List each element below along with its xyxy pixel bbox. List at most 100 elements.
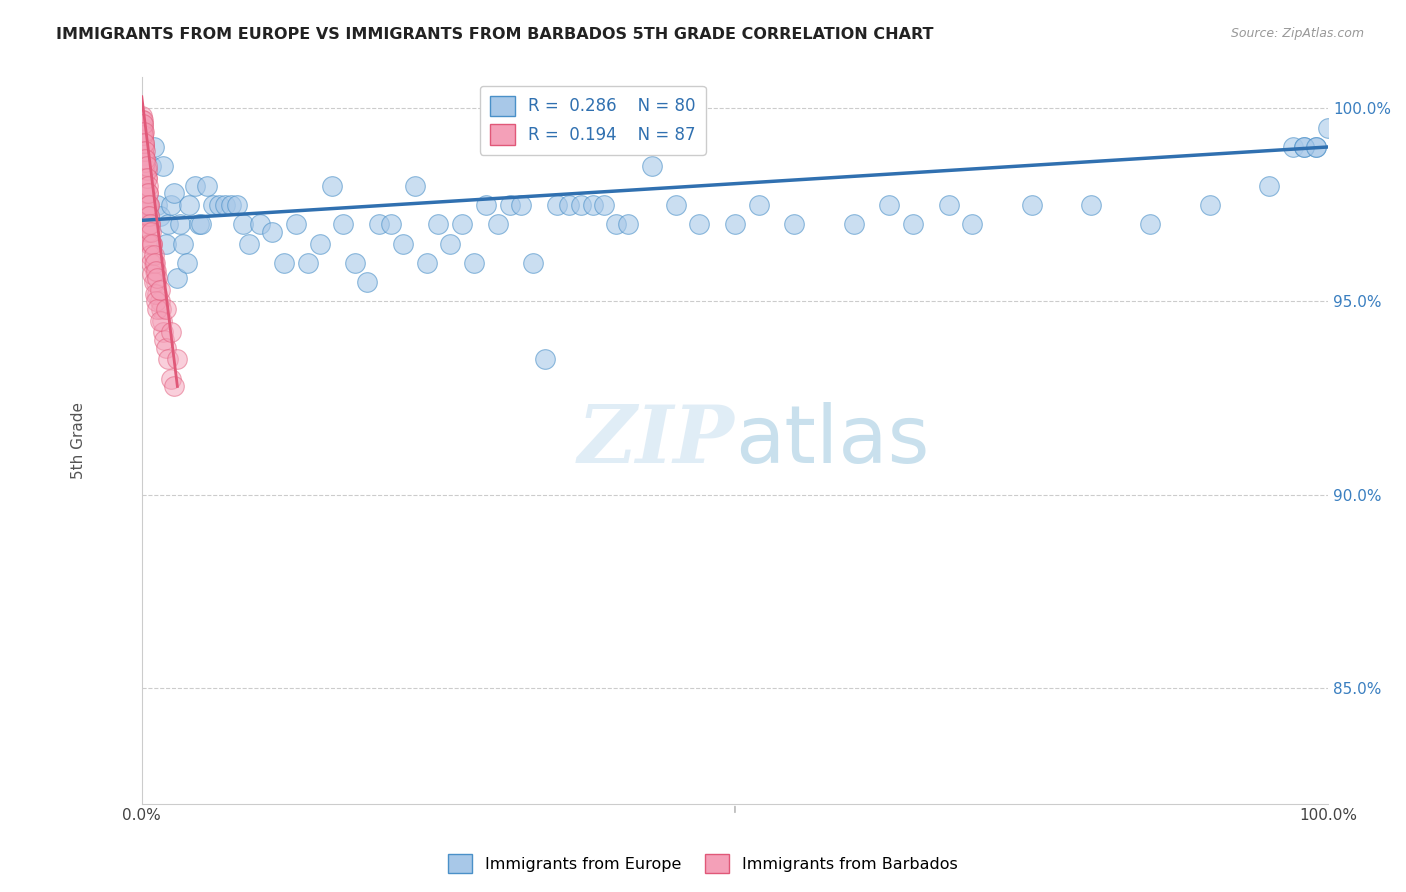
Point [143, 256, 166, 270]
Point [208, 198, 231, 212]
Point [166, 271, 188, 285]
Point [617, 217, 640, 231]
Point [134, 136, 156, 150]
Point [132, 117, 155, 131]
Point [641, 159, 664, 173]
Point [510, 198, 533, 212]
Point [748, 198, 770, 212]
Point [415, 256, 437, 270]
Point [214, 198, 236, 212]
Point [152, 159, 174, 173]
Point [368, 217, 391, 231]
Point [190, 217, 212, 231]
Point [131, 112, 153, 127]
Point [141, 225, 163, 239]
Point [380, 217, 402, 231]
Point [163, 379, 186, 393]
Point [132, 132, 155, 146]
Point [134, 124, 156, 138]
Point [146, 302, 169, 317]
Point [134, 178, 156, 193]
Point [155, 341, 177, 355]
Point [141, 236, 163, 251]
Point [149, 283, 172, 297]
Point [135, 198, 157, 212]
Text: ZIP: ZIP [578, 401, 735, 479]
Point [153, 333, 176, 347]
Point [463, 256, 485, 270]
Point [534, 352, 557, 367]
Point [1317, 120, 1340, 135]
Point [184, 178, 207, 193]
Point [142, 256, 165, 270]
Point [149, 294, 172, 309]
Point [134, 178, 156, 193]
Point [143, 263, 166, 277]
Point [142, 140, 165, 154]
Point [145, 275, 167, 289]
Point [134, 144, 156, 158]
Point [136, 186, 159, 201]
Point [842, 217, 865, 231]
Text: IMMIGRANTS FROM EUROPE VS IMMIGRANTS FROM BARBADOS 5TH GRADE CORRELATION CHART: IMMIGRANTS FROM EUROPE VS IMMIGRANTS FRO… [56, 27, 934, 42]
Point [150, 314, 173, 328]
Point [134, 152, 156, 166]
Point [1257, 178, 1279, 193]
Point [132, 120, 155, 135]
Point [141, 236, 163, 251]
Point [308, 236, 330, 251]
Point [498, 198, 520, 212]
Point [179, 198, 201, 212]
Point [138, 236, 160, 251]
Point [232, 217, 254, 231]
Point [134, 159, 156, 173]
Point [391, 236, 413, 251]
Point [146, 198, 169, 212]
Point [225, 198, 247, 212]
Point [901, 217, 924, 231]
Point [145, 263, 167, 277]
Point [285, 217, 308, 231]
Point [1305, 140, 1327, 154]
Point [134, 147, 156, 161]
Point [141, 256, 163, 270]
Point [1139, 217, 1161, 231]
Point [1021, 198, 1043, 212]
Point [297, 256, 319, 270]
Point [522, 256, 544, 270]
Point [131, 120, 153, 135]
Point [155, 236, 177, 251]
Point [569, 198, 592, 212]
Point [344, 256, 367, 270]
Point [156, 352, 179, 367]
Point [134, 159, 156, 173]
Point [134, 136, 156, 150]
Point [439, 236, 461, 251]
Point [404, 178, 426, 193]
Point [134, 198, 156, 212]
Point [1198, 198, 1220, 212]
Point [143, 286, 166, 301]
Point [356, 275, 378, 289]
Point [665, 198, 688, 212]
Point [149, 302, 172, 317]
Point [1294, 140, 1316, 154]
Point [138, 198, 160, 212]
Point [132, 124, 155, 138]
Point [136, 217, 159, 231]
Point [273, 256, 295, 270]
Point [132, 117, 155, 131]
Point [166, 352, 188, 367]
Point [332, 217, 354, 231]
Point [169, 217, 191, 231]
Point [724, 217, 747, 231]
Point [142, 275, 165, 289]
Point [176, 256, 198, 270]
Point [149, 314, 172, 328]
Point [142, 248, 165, 262]
Point [138, 198, 160, 212]
Point [558, 198, 581, 212]
Point [145, 294, 167, 309]
Point [877, 198, 900, 212]
Point [136, 225, 159, 239]
